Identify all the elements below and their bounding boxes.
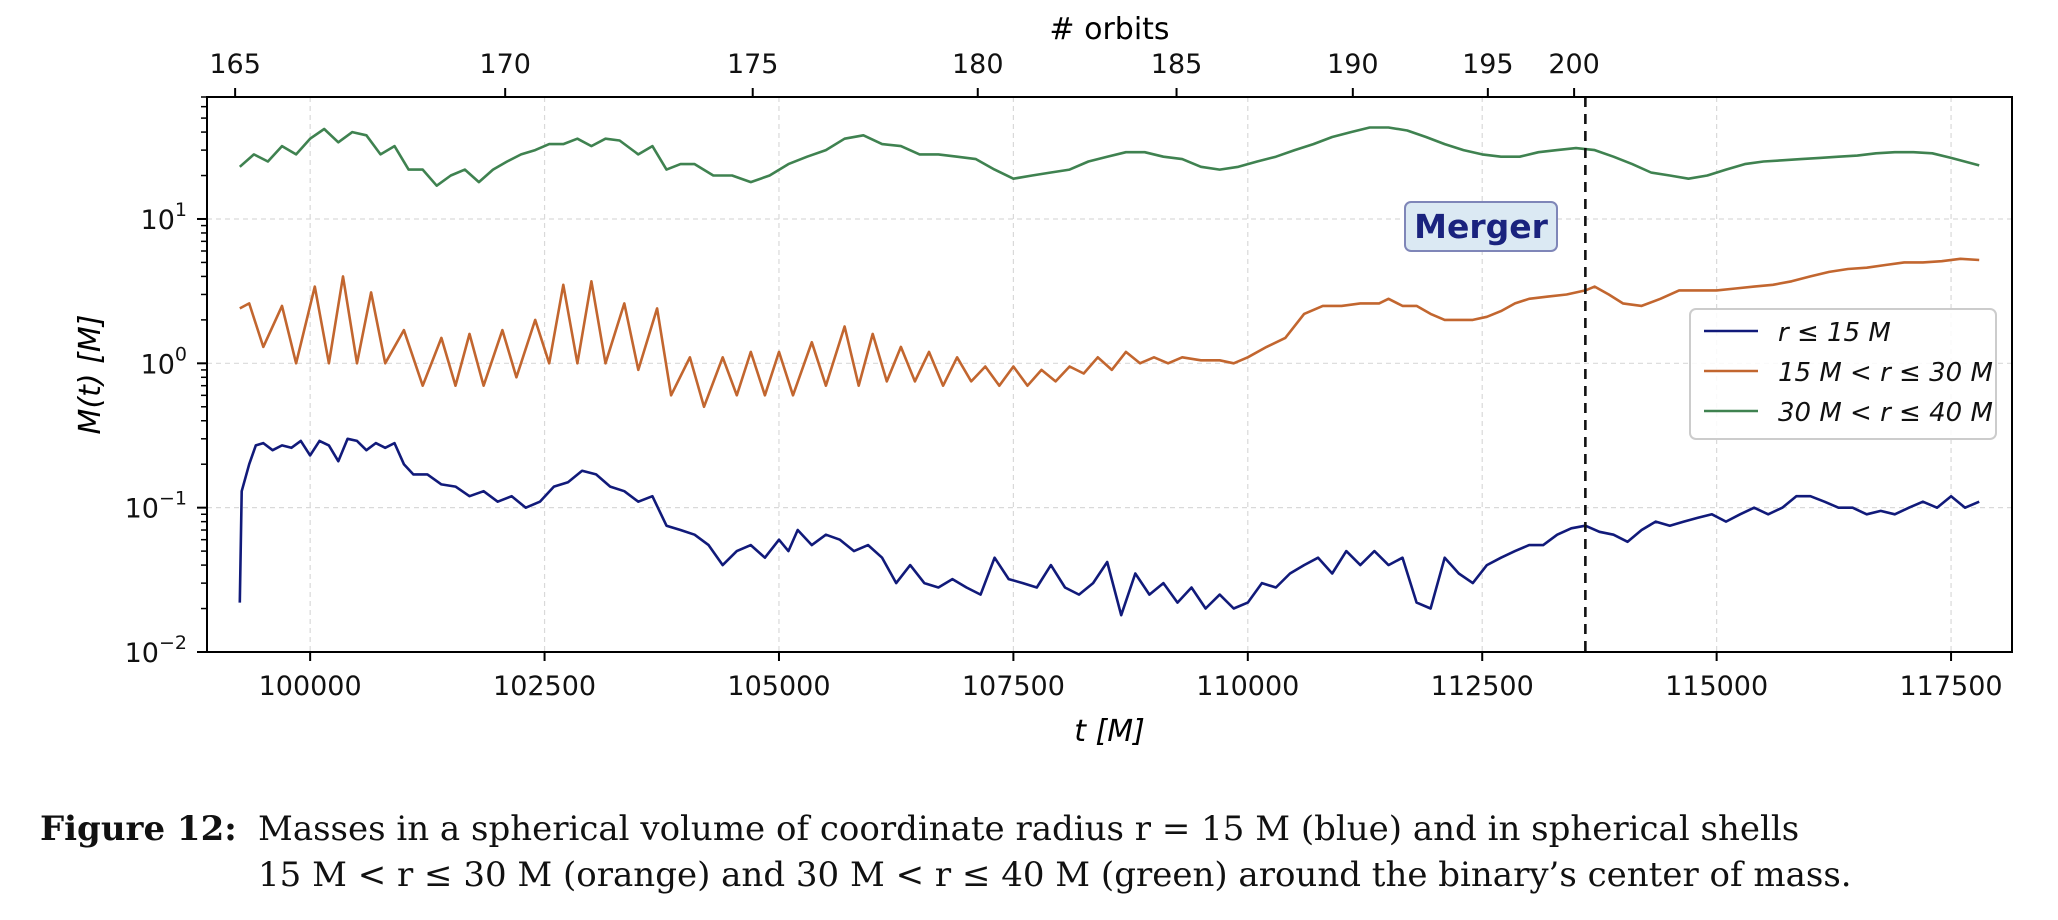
legend-label-3: 30 M < r ≤ 40 M [1778, 398, 1993, 428]
x-tick-label: 115000 [1665, 671, 1768, 702]
chart-figure: Merger 100000 102500 105000 107500 110000 112… [73, 12, 2013, 749]
series-line-3 [238, 126, 1980, 187]
merger-annotation: Merger [1404, 201, 1558, 252]
x-tick-label: 117500 [1900, 671, 2003, 702]
top-axis-label: # orbits [1049, 12, 1169, 47]
series-line-1 [238, 437, 1980, 617]
top-tick-label: 185 [1151, 49, 1203, 80]
x-tick-label: 112500 [1431, 671, 1534, 702]
legend-box [1689, 308, 1997, 440]
y-tick-label: 100 [141, 343, 187, 380]
y-tick-label: 10−1 [125, 488, 187, 525]
legend-label-1: r ≤ 15 M [1778, 318, 1891, 348]
x-tick-label: 107500 [962, 671, 1065, 702]
plot-frame [206, 96, 2013, 653]
top-tick-label: 165 [209, 49, 261, 80]
top-tick-label: 200 [1548, 49, 1600, 80]
x-tick-label: 105000 [727, 671, 830, 702]
y-tick-label: 101 [141, 199, 187, 236]
merger-label-box [1404, 201, 1558, 252]
y-axis-label: M(t) [M] [73, 315, 108, 435]
top-tick-label: 190 [1327, 49, 1379, 80]
merger-label: Merger [1414, 207, 1548, 246]
legend-label-2: 15 M < r ≤ 30 M [1778, 358, 1993, 388]
x-axis-label: t [M] [1074, 714, 1145, 749]
top-tick-label: 195 [1462, 49, 1514, 80]
caption-line-2: 15 M < r ≤ 30 M (orange) and 30 M < r ≤ … [258, 855, 1852, 895]
y-tick-label: 10−2 [125, 632, 187, 669]
caption-line-1: Masses in a spherical volume of coordina… [258, 809, 1800, 849]
top-tick-label: 170 [479, 49, 531, 80]
top-tick-label: 175 [727, 49, 779, 80]
x-tick-label: 110000 [1196, 671, 1299, 702]
ticks-layer: 100000 102500 105000 107500 110000 112500 1150… [125, 49, 2003, 702]
x-tick-label: 100000 [259, 671, 362, 702]
series-layer [238, 126, 1980, 617]
x-tick-label: 102500 [493, 671, 596, 702]
caption-label: Figure 12: [40, 809, 237, 849]
top-tick-label: 180 [952, 49, 1004, 80]
legend: r ≤ 15 M 15 M < r ≤ 30 M 30 M < r ≤ 40 M [1689, 308, 1997, 440]
series-line-2 [239, 257, 1980, 409]
